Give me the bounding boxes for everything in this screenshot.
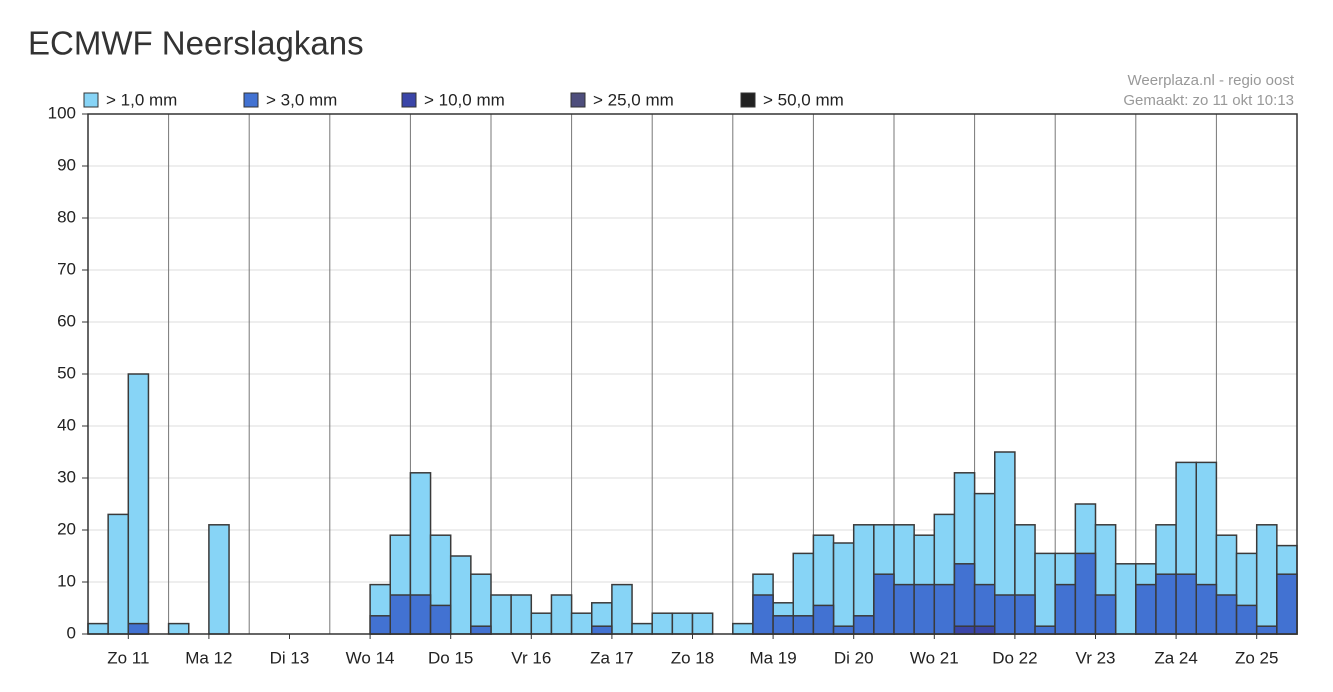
bar xyxy=(591,625,613,635)
y-tick-label: 60 xyxy=(57,311,76,330)
bar xyxy=(1215,594,1238,635)
legend-label: > 1,0 mm xyxy=(106,90,177,109)
x-tick-label: Zo 11 xyxy=(107,648,149,667)
legend-swatch xyxy=(401,92,417,108)
bar xyxy=(691,612,714,635)
bar xyxy=(832,542,855,635)
bar xyxy=(873,573,895,635)
x-tick-label: Wo 14 xyxy=(346,648,395,667)
bar xyxy=(1235,604,1258,635)
x-tick-label: Wo 21 xyxy=(910,648,959,667)
bar xyxy=(470,573,492,635)
bar xyxy=(812,604,835,635)
credit: Weerplaza.nl - regio oost xyxy=(1128,72,1295,89)
legend-swatch xyxy=(740,92,756,108)
y-tick-label: 50 xyxy=(57,363,76,382)
bar xyxy=(832,625,855,635)
bar xyxy=(369,615,392,635)
bar xyxy=(994,594,1016,635)
bar xyxy=(732,622,754,635)
x-tick-label: Vr 23 xyxy=(1075,648,1115,667)
bar xyxy=(1155,573,1177,635)
bar xyxy=(530,612,553,635)
bar xyxy=(1034,552,1056,635)
bar xyxy=(550,594,573,635)
bar xyxy=(409,594,432,635)
x-tick-label: Zo 25 xyxy=(1235,648,1278,667)
legend-label: > 25,0 mm xyxy=(593,90,674,109)
legend-swatch xyxy=(243,92,259,108)
bar xyxy=(933,583,956,635)
legend-label: > 50,0 mm xyxy=(763,90,844,109)
bar xyxy=(87,622,109,635)
bar xyxy=(1255,524,1278,635)
bar xyxy=(631,622,653,635)
x-tick-label: Di 13 xyxy=(270,648,310,667)
y-tick-label: 40 xyxy=(57,415,76,434)
bar xyxy=(510,594,533,635)
bar xyxy=(752,594,774,635)
bar xyxy=(671,612,694,635)
bar xyxy=(1014,594,1036,635)
chart-title: ECMWF Neerslagkans xyxy=(28,25,364,62)
y-tick-label: 20 xyxy=(57,519,76,538)
x-tick-label: Za 24 xyxy=(1154,648,1197,667)
legend-swatch xyxy=(570,92,586,108)
bar xyxy=(470,625,492,635)
bar xyxy=(1034,625,1056,635)
x-tick-label: Do 15 xyxy=(428,648,473,667)
credit: Gemaakt: zo 11 okt 10:13 xyxy=(1123,92,1294,109)
bar xyxy=(389,594,412,635)
bar xyxy=(208,524,230,635)
bar xyxy=(772,615,794,635)
bar xyxy=(570,612,593,635)
bar xyxy=(449,555,472,635)
legend-label: > 10,0 mm xyxy=(424,90,505,109)
x-tick-label: Za 17 xyxy=(590,648,633,667)
bar xyxy=(107,513,130,635)
bar xyxy=(913,583,936,635)
bar xyxy=(1255,625,1278,635)
bar xyxy=(973,625,996,635)
plot-border xyxy=(87,113,1298,635)
bar xyxy=(490,594,512,635)
bar xyxy=(953,625,976,635)
bar xyxy=(1135,583,1157,635)
y-tick-label: 0 xyxy=(67,623,76,642)
legend-swatch xyxy=(83,92,99,108)
bar xyxy=(1074,552,1097,635)
bar xyxy=(852,615,875,635)
y-tick-label: 80 xyxy=(57,207,76,226)
bar xyxy=(1114,563,1137,635)
x-tick-label: Ma 12 xyxy=(185,648,232,667)
y-tick-label: 10 xyxy=(57,571,76,590)
bar xyxy=(127,373,150,635)
bar xyxy=(792,615,815,635)
x-tick-label: Do 22 xyxy=(992,648,1037,667)
bar xyxy=(893,583,915,635)
bar xyxy=(167,622,190,635)
bar xyxy=(1276,573,1298,635)
bar xyxy=(953,563,976,635)
bar xyxy=(1094,594,1117,635)
y-tick-label: 30 xyxy=(57,467,76,486)
x-tick-label: Vr 16 xyxy=(511,648,551,667)
y-tick-label: 70 xyxy=(57,259,76,278)
y-tick-label: 100 xyxy=(48,103,76,122)
x-tick-label: Di 20 xyxy=(834,648,874,667)
bar xyxy=(1175,573,1197,635)
bar xyxy=(1195,583,1218,635)
y-tick-label: 90 xyxy=(57,155,76,174)
bar xyxy=(611,583,633,635)
bar xyxy=(651,612,674,635)
x-tick-label: Ma 19 xyxy=(749,648,796,667)
bar xyxy=(127,622,150,635)
x-tick-label: Zo 18 xyxy=(671,648,714,667)
bar xyxy=(1054,583,1077,635)
bar xyxy=(429,604,452,635)
legend-label: > 3,0 mm xyxy=(266,90,337,109)
